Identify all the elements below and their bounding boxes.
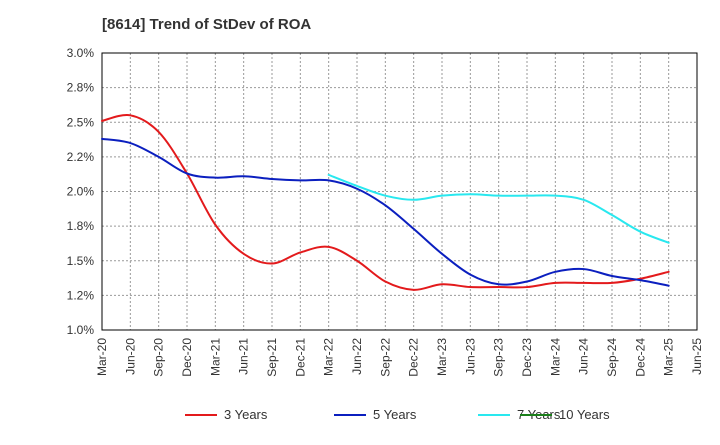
y-tick-label: 2.5% — [67, 115, 95, 129]
legend-label: 10 Years — [559, 407, 610, 422]
chart-title: [8614] Trend of StDev of ROA — [102, 16, 312, 33]
x-tick-label: Sep-24 — [605, 338, 619, 377]
x-tick-label: Jun-24 — [577, 338, 591, 375]
x-tick-label: Sep-22 — [378, 338, 392, 377]
x-tick-label: Jun-25 — [690, 338, 704, 375]
x-tick-label: Dec-22 — [407, 338, 421, 377]
y-tick-label: 1.2% — [67, 288, 95, 302]
x-tick-label: Jun-23 — [463, 338, 477, 375]
x-tick-label: Mar-25 — [662, 338, 676, 376]
y-tick-label: 2.0% — [67, 185, 95, 199]
y-tick-label: 1.0% — [67, 323, 95, 337]
y-tick-label: 2.2% — [67, 150, 95, 164]
x-tick-label: Dec-23 — [520, 338, 534, 377]
x-tick-label: Jun-22 — [350, 338, 364, 375]
y-tick-label: 3.0% — [67, 46, 95, 60]
plot-frame — [101, 52, 698, 331]
series-line-3-years — [101, 114, 670, 291]
x-tick-label: Dec-21 — [293, 338, 307, 377]
series-line-7-years — [327, 173, 670, 244]
y-tick-label: 1.5% — [67, 254, 95, 268]
x-tick-label: Mar-20 — [95, 338, 109, 376]
x-tick-label: Mar-21 — [208, 338, 222, 376]
x-tick-label: Mar-22 — [322, 338, 336, 376]
x-tick-label: Sep-20 — [152, 338, 166, 377]
y-tick-label: 1.8% — [67, 219, 95, 233]
x-tick-label: Sep-21 — [265, 338, 279, 377]
x-tick-label: Jun-21 — [237, 338, 251, 375]
x-tick-label: Dec-20 — [180, 338, 194, 377]
y-tick-label: 2.8% — [67, 81, 95, 95]
x-tick-label: Mar-24 — [548, 338, 562, 376]
x-tick-label: Sep-23 — [492, 338, 506, 377]
x-tick-label: Mar-23 — [435, 338, 449, 376]
x-tick-label: Dec-24 — [633, 338, 647, 377]
legend-label: 3 Years — [224, 407, 268, 422]
series-line-5-years — [101, 137, 670, 287]
x-tick-label: Jun-20 — [123, 338, 137, 375]
legend-label: 5 Years — [373, 407, 417, 422]
